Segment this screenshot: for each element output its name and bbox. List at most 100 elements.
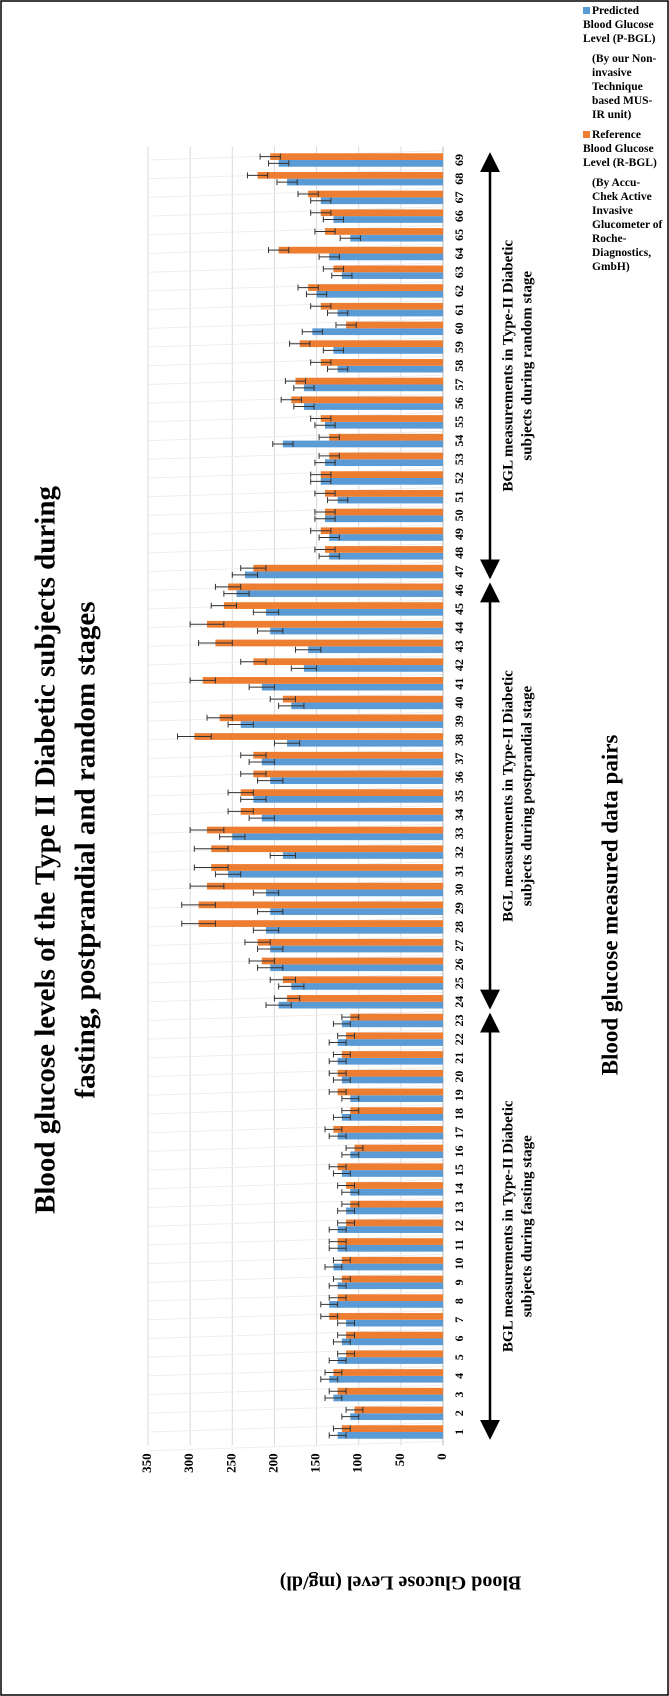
category-divider — [147, 224, 444, 236]
category-divider — [147, 1122, 444, 1134]
x-tick-label: 17 — [452, 1127, 466, 1139]
error-bar — [269, 976, 296, 983]
error-bar — [337, 1182, 355, 1189]
bar — [320, 415, 443, 422]
error-bar — [322, 347, 345, 354]
bar — [337, 1163, 443, 1171]
category-divider — [147, 1440, 444, 1452]
error-bar — [252, 927, 280, 934]
bar — [207, 826, 443, 834]
error-bar — [322, 216, 345, 223]
error-bar — [314, 490, 336, 497]
bar — [261, 758, 443, 766]
error-bar — [252, 609, 280, 616]
x-tick-label: 21 — [452, 1052, 466, 1064]
x-tick-label: 42 — [452, 659, 466, 671]
x-tick-label: 57 — [452, 378, 466, 390]
legend-label: Predicted Blood Glucose Level (P-BGL) — [583, 5, 656, 45]
x-tick-label: 9 — [452, 1279, 466, 1285]
bar — [198, 920, 443, 927]
error-bar — [240, 658, 267, 665]
x-tick-label: 33 — [452, 827, 466, 839]
bar — [303, 403, 443, 410]
bar — [261, 814, 443, 822]
bar — [320, 209, 443, 217]
x-tick-label: 52 — [452, 472, 466, 484]
bar — [320, 359, 443, 366]
bar — [350, 1013, 443, 1021]
bar — [346, 1331, 444, 1339]
error-bar — [278, 983, 305, 990]
bar — [287, 178, 444, 186]
error-bar — [280, 396, 302, 403]
error-bar — [310, 527, 332, 534]
error-bar — [289, 340, 311, 347]
category-divider — [147, 468, 444, 479]
x-tick-label: 48 — [452, 547, 466, 559]
legend-entry: Reference Blood Glucose Level (R-BGL) — [583, 128, 665, 170]
bar — [278, 246, 443, 254]
bar — [341, 1020, 444, 1028]
error-bar — [310, 415, 332, 422]
x-tick-label: 18 — [452, 1108, 466, 1120]
error-bar — [310, 478, 332, 485]
bar — [270, 777, 444, 785]
error-bar — [227, 808, 254, 815]
bar — [244, 571, 443, 579]
category-divider — [147, 1253, 444, 1265]
x-tick-label: 45 — [452, 603, 466, 615]
error-bar — [248, 684, 275, 691]
x-tick-label: 26 — [452, 958, 466, 970]
x-tick-label: 6 — [452, 1335, 466, 1341]
error-bar — [328, 1133, 347, 1140]
bar — [341, 1170, 444, 1177]
error-bar — [181, 920, 216, 927]
y-tick-label: 200 — [265, 1453, 280, 1473]
bar — [346, 321, 444, 329]
bar — [308, 284, 443, 291]
x-tick-label: 39 — [452, 715, 466, 727]
bar — [282, 852, 443, 859]
bar — [337, 1238, 443, 1245]
error-bar — [318, 434, 340, 441]
error-bar — [189, 827, 225, 834]
category-divider — [147, 187, 444, 198]
bar — [329, 452, 444, 460]
bar — [291, 396, 443, 404]
x-tick-label: 11 — [452, 1239, 466, 1250]
error-bar — [332, 1020, 351, 1027]
category-divider — [147, 318, 444, 329]
error-bar — [219, 833, 246, 840]
error-bar — [295, 646, 322, 653]
x-tick-label: 24 — [452, 996, 466, 1008]
x-tick-label: 30 — [452, 884, 466, 896]
error-bar — [341, 1014, 360, 1021]
bar — [270, 153, 444, 160]
x-tick-label: 36 — [452, 771, 466, 783]
bar — [270, 627, 444, 635]
error-bar — [248, 758, 275, 765]
category-divider — [147, 262, 444, 273]
error-bar — [328, 1238, 347, 1245]
bar — [350, 1200, 443, 1208]
error-bar — [328, 1070, 347, 1077]
category-divider — [147, 524, 444, 535]
error-bar — [240, 565, 267, 572]
error-bar — [314, 459, 336, 466]
bar — [333, 1125, 443, 1133]
bar — [303, 665, 443, 672]
x-tick-label: 50 — [452, 509, 466, 521]
category-divider — [147, 412, 444, 423]
error-bar — [240, 752, 267, 759]
bar — [337, 1387, 443, 1395]
error-bar — [273, 995, 301, 1002]
error-bar — [268, 160, 290, 167]
bar — [240, 807, 443, 815]
bar — [341, 1256, 444, 1264]
category-divider — [147, 1066, 444, 1078]
legend-swatch — [583, 131, 590, 138]
bar — [354, 1144, 443, 1152]
x-tick-label: 63 — [452, 266, 466, 278]
category-divider — [147, 1141, 444, 1152]
